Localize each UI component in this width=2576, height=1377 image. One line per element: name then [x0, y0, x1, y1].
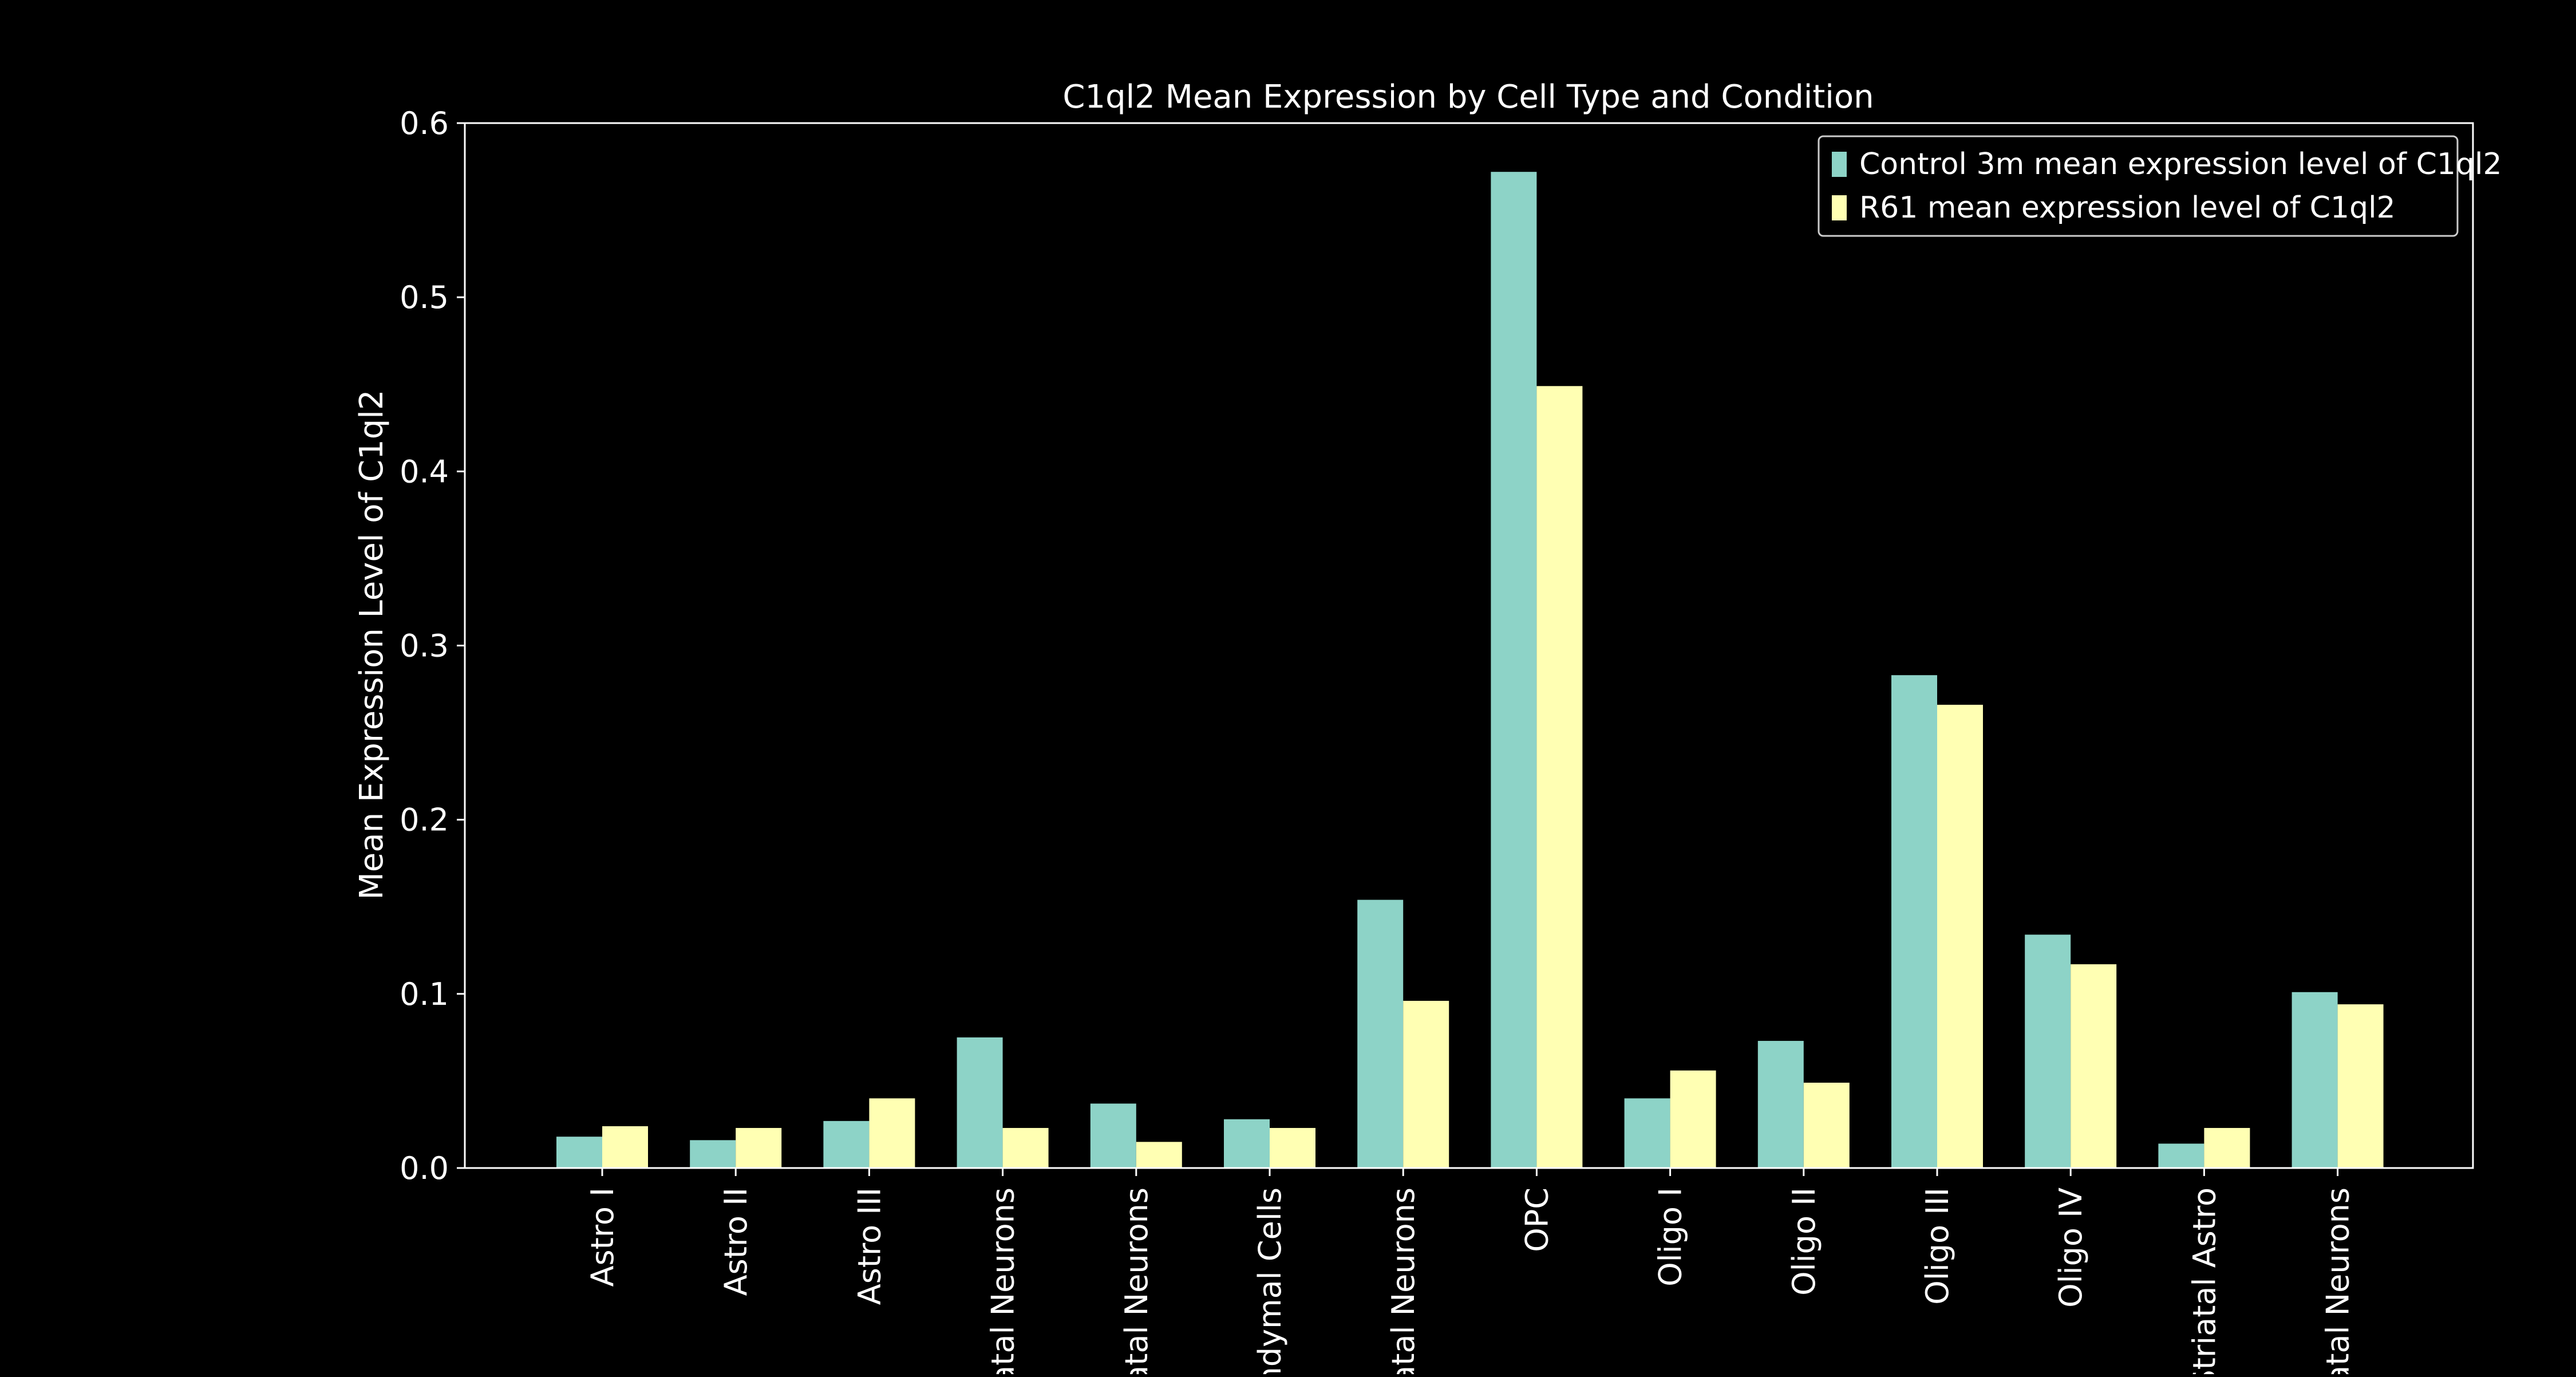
bar-r61-8	[1670, 1070, 1716, 1168]
y-tick-label: 0.6	[400, 105, 449, 141]
x-axis-ticks: Astro I Astro II Astro III atal Neurons atal…	[584, 1168, 2356, 1377]
bar-r61-7	[1536, 386, 1583, 1168]
y-tick-label: 0.0	[400, 1150, 449, 1186]
bar-r61-2	[869, 1098, 915, 1168]
x-tick-label: Oligo II	[1786, 1187, 1822, 1296]
bar-control-3	[957, 1037, 1003, 1168]
y-tick-label: 0.2	[400, 802, 449, 838]
legend-swatch-r61	[1832, 195, 1847, 220]
y-axis-ticks: 0.0 0.1 0.2 0.3 0.4 0.5 0.6	[400, 105, 465, 1186]
x-tick-label: Oligo III	[1919, 1187, 1955, 1305]
x-tick-label: OPC	[1519, 1187, 1555, 1252]
x-tick-label: Astro I	[584, 1187, 621, 1287]
x-tick-label: Astro II	[718, 1187, 754, 1296]
bar-control-8	[1624, 1098, 1670, 1168]
chart-title: C1ql2 Mean Expression by Cell Type and C…	[1062, 78, 1874, 116]
bar-control-13	[2291, 992, 2338, 1168]
bars	[556, 172, 2384, 1169]
x-tick-label: atal Neurons	[1385, 1187, 1421, 1374]
bar-r61-0	[602, 1126, 648, 1168]
x-tick-label: Astro III	[851, 1187, 887, 1305]
y-tick-label: 0.5	[400, 279, 449, 315]
bar-control-11	[2025, 934, 2071, 1168]
bar-control-9	[1757, 1040, 1804, 1168]
bar-control-12	[2158, 1143, 2204, 1168]
bar-control-2	[823, 1120, 870, 1168]
bar-control-0	[556, 1137, 602, 1168]
bar-r61-4	[1136, 1142, 1182, 1168]
legend-box	[1818, 135, 2459, 237]
bar-control-5	[1224, 1119, 1270, 1168]
bar-r61-13	[2337, 1004, 2384, 1168]
legend-label-r61: R61 mean expression level of C1ql2	[1859, 191, 2396, 225]
y-tick-label: 0.3	[400, 628, 449, 664]
legend-swatch-control	[1832, 152, 1847, 177]
bar-control-6	[1357, 899, 1404, 1168]
x-tick-label: Striatal Astro	[2186, 1187, 2222, 1374]
x-tick-label: Oligo I	[1653, 1187, 1689, 1287]
bar-control-10	[1891, 675, 1937, 1168]
bar-r61-3	[1002, 1128, 1049, 1168]
bar-control-1	[690, 1140, 736, 1168]
bar-control-4	[1090, 1103, 1136, 1168]
plot-frame	[464, 122, 2474, 1169]
bar-r61-10	[1937, 704, 1983, 1168]
x-tick-label: atal Neurons	[2320, 1187, 2356, 1374]
legend: Control 3m mean expression level of C1ql…	[1818, 135, 2502, 237]
y-axis-label: Mean Expression Level of C1ql2	[353, 389, 390, 899]
x-tick-label: Oligo IV	[2053, 1187, 2089, 1308]
bar-r61-1	[736, 1128, 782, 1168]
bar-control-7	[1491, 172, 1537, 1169]
bar-r61-12	[2204, 1128, 2250, 1168]
bar-r61-11	[2071, 964, 2117, 1168]
bar-r61-5	[1270, 1128, 1315, 1168]
legend-label-control: Control 3m mean expression level of C1ql…	[1859, 147, 2502, 182]
bar-r61-9	[1803, 1082, 1850, 1168]
y-tick-label: 0.1	[400, 976, 449, 1012]
x-tick-label: ndymal Cells	[1252, 1187, 1288, 1374]
x-tick-label: atal Neurons	[1119, 1187, 1155, 1374]
x-tick-label: atal Neurons	[985, 1187, 1021, 1374]
y-tick-label: 0.4	[400, 453, 449, 490]
bar-r61-6	[1403, 1001, 1449, 1168]
